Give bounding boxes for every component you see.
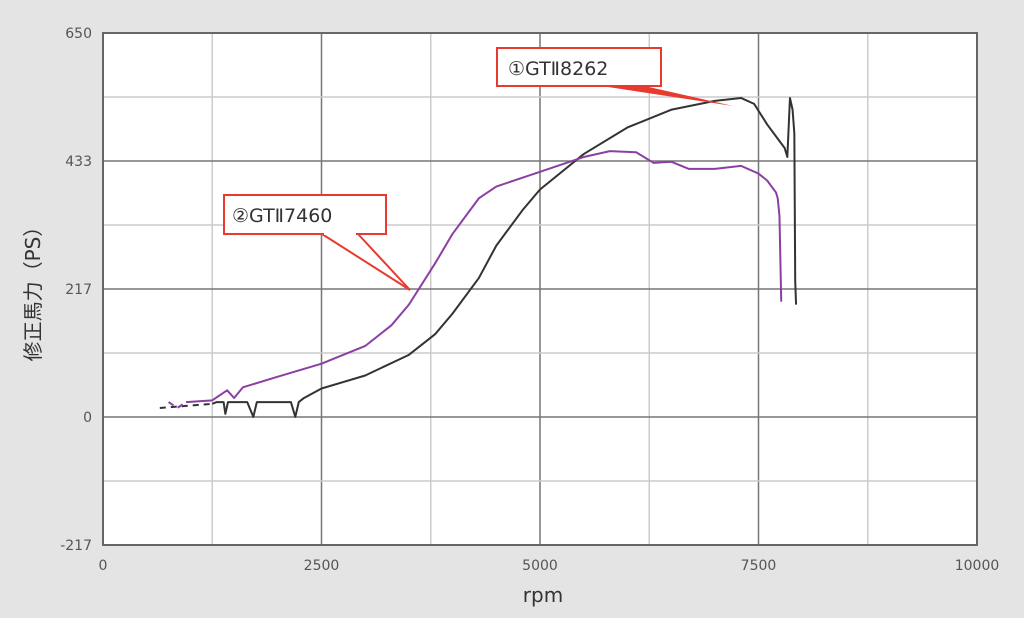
y-tick-label: 650 (65, 26, 92, 42)
x-tick-label: 10000 (955, 558, 1000, 574)
x-tick-label: 0 (99, 558, 108, 574)
series-line (185, 150, 783, 404)
callout-gap (324, 231, 356, 235)
callout-gt2-7460: ②GTⅡ7460 (223, 194, 411, 291)
y-axis-title: 修正馬力（PS） (21, 217, 45, 362)
series-line (211, 96, 798, 418)
callout-pointer (321, 233, 411, 291)
x-axis-ticks: 0 2500 5000 7500 10000 (99, 558, 1000, 574)
x-axis-title: rpm (523, 583, 563, 607)
y-axis-ticks: 650 433 217 0 -217 (60, 26, 92, 554)
callout-box (223, 194, 387, 235)
callout-box (496, 47, 662, 87)
callout-label: ②GTⅡ7460 (232, 205, 332, 227)
callout-label: ①GTⅡ8262 (508, 58, 608, 80)
y-tick-label: 0 (83, 410, 92, 426)
callout-gt2-8262: ①GTⅡ8262 (496, 47, 733, 106)
grid-lines (103, 33, 977, 545)
y-tick-label: 217 (65, 282, 92, 298)
plot-border (102, 32, 978, 546)
x-tick-label: 5000 (522, 558, 558, 574)
y-tick-label: 433 (65, 154, 92, 170)
series-line-dashed (159, 402, 213, 409)
series-line-dashed (167, 401, 187, 410)
x-tick-label: 7500 (741, 558, 777, 574)
callout-pointer (595, 85, 733, 106)
y-tick-label: -217 (60, 538, 92, 554)
x-tick-label: 2500 (304, 558, 340, 574)
series-lines (159, 96, 798, 418)
